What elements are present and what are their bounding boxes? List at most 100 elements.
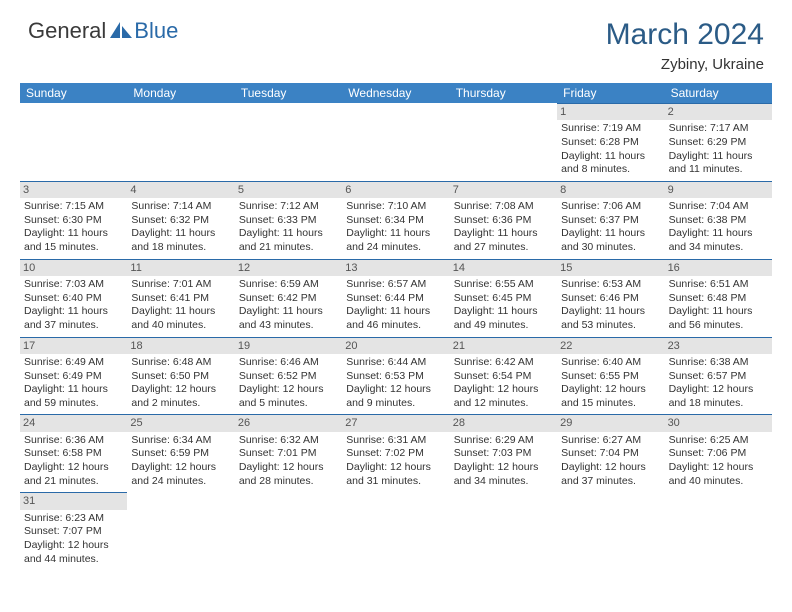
day-number: 24	[20, 415, 127, 431]
day-detail-line: Sunset: 7:03 PM	[454, 447, 553, 461]
day-detail-line: and 12 minutes.	[454, 397, 553, 411]
day-number: 16	[665, 260, 772, 276]
day-detail-line: Sunset: 6:49 PM	[24, 370, 123, 384]
day-number: 19	[235, 338, 342, 354]
day-detail-line: and 5 minutes.	[239, 397, 338, 411]
day-detail-line: and 46 minutes.	[346, 319, 445, 333]
calendar-blank-cell	[235, 103, 342, 181]
day-detail-line: Sunrise: 6:57 AM	[346, 278, 445, 292]
day-detail-line: and 30 minutes.	[561, 241, 660, 255]
day-detail-line: Sunset: 6:36 PM	[454, 214, 553, 228]
day-detail-line: Sunrise: 6:38 AM	[669, 356, 768, 370]
day-number: 1	[557, 104, 664, 120]
calendar-day-cell: 2Sunrise: 7:17 AMSunset: 6:29 PMDaylight…	[665, 103, 772, 181]
day-number: 21	[450, 338, 557, 354]
day-detail-line: Sunset: 6:45 PM	[454, 292, 553, 306]
day-detail-line: Daylight: 12 hours	[454, 383, 553, 397]
day-number: 7	[450, 182, 557, 198]
day-detail-line: and 15 minutes.	[561, 397, 660, 411]
day-detail-line: Sunset: 6:55 PM	[561, 370, 660, 384]
logo-text-blue: Blue	[134, 18, 178, 44]
day-detail-line: Sunrise: 6:23 AM	[24, 512, 123, 526]
day-detail-line: Sunset: 7:01 PM	[239, 447, 338, 461]
day-detail-line: and 56 minutes.	[669, 319, 768, 333]
weekday-header: Wednesday	[342, 83, 449, 103]
day-detail-line: and 40 minutes.	[131, 319, 230, 333]
day-number: 14	[450, 260, 557, 276]
calendar-day-cell: 24Sunrise: 6:36 AMSunset: 6:58 PMDayligh…	[20, 414, 127, 492]
page-header: General Blue March 2024 Zybiny, Ukraine	[0, 0, 792, 79]
calendar-day-cell: 19Sunrise: 6:46 AMSunset: 6:52 PMDayligh…	[235, 337, 342, 415]
day-detail-line: Sunrise: 6:27 AM	[561, 434, 660, 448]
day-detail-line: Sunrise: 6:46 AM	[239, 356, 338, 370]
day-number: 5	[235, 182, 342, 198]
day-detail-line: Sunrise: 7:19 AM	[561, 122, 660, 136]
calendar-day-cell: 3 Sunrise: 7:15 AMSunset: 6:30 PMDaylight…	[20, 181, 127, 259]
day-detail-line: Daylight: 12 hours	[561, 383, 660, 397]
day-detail-line: Sunrise: 7:01 AM	[131, 278, 230, 292]
day-detail-line: Sunset: 7:07 PM	[24, 525, 123, 539]
day-detail-line: Sunset: 6:33 PM	[239, 214, 338, 228]
day-detail-line: Sunset: 6:41 PM	[131, 292, 230, 306]
day-number: 29	[557, 415, 664, 431]
day-number: 13	[342, 260, 449, 276]
day-detail-line: Sunrise: 7:08 AM	[454, 200, 553, 214]
day-detail-line: Daylight: 11 hours	[346, 227, 445, 241]
day-detail-line: Daylight: 12 hours	[239, 461, 338, 475]
day-detail-line: Sunset: 6:29 PM	[669, 136, 768, 150]
day-detail-line: and 40 minutes.	[669, 475, 768, 489]
day-detail-line: and 18 minutes.	[669, 397, 768, 411]
day-detail-line: Sunset: 6:30 PM	[24, 214, 123, 228]
weekday-header: Tuesday	[235, 83, 342, 103]
calendar-day-cell: 28Sunrise: 6:29 AMSunset: 7:03 PMDayligh…	[450, 414, 557, 492]
day-detail-line: Sunset: 6:34 PM	[346, 214, 445, 228]
day-detail-line: and 34 minutes.	[454, 475, 553, 489]
day-number: 3	[20, 182, 127, 198]
day-detail-line: Sunset: 6:40 PM	[24, 292, 123, 306]
day-detail-line: Daylight: 11 hours	[24, 227, 123, 241]
calendar-blank-cell	[127, 103, 234, 181]
day-number: 6	[342, 182, 449, 198]
calendar-day-cell: 18Sunrise: 6:48 AMSunset: 6:50 PMDayligh…	[127, 337, 234, 415]
calendar-day-cell: 20Sunrise: 6:44 AMSunset: 6:53 PMDayligh…	[342, 337, 449, 415]
calendar-day-cell: 7Sunrise: 7:08 AMSunset: 6:36 PMDaylight…	[450, 181, 557, 259]
day-detail-line: Daylight: 12 hours	[131, 461, 230, 475]
day-detail-line: Sunrise: 6:48 AM	[131, 356, 230, 370]
day-detail-line: Sunrise: 7:17 AM	[669, 122, 768, 136]
calendar-day-cell: 26Sunrise: 6:32 AMSunset: 7:01 PMDayligh…	[235, 414, 342, 492]
day-detail-line: and 34 minutes.	[669, 241, 768, 255]
day-detail-line: and 8 minutes.	[561, 163, 660, 177]
day-number: 8	[557, 182, 664, 198]
day-detail-line: Sunset: 6:50 PM	[131, 370, 230, 384]
calendar-day-cell: 4Sunrise: 7:14 AMSunset: 6:32 PMDaylight…	[127, 181, 234, 259]
day-detail-line: Daylight: 12 hours	[24, 539, 123, 553]
day-detail-line: Daylight: 11 hours	[561, 305, 660, 319]
day-detail-line: Sunset: 6:48 PM	[669, 292, 768, 306]
day-detail-line: Sunrise: 7:04 AM	[669, 200, 768, 214]
day-detail-line: Daylight: 11 hours	[561, 150, 660, 164]
day-detail-line: Sunset: 6:53 PM	[346, 370, 445, 384]
calendar-day-cell: 29Sunrise: 6:27 AMSunset: 7:04 PMDayligh…	[557, 414, 664, 492]
day-number: 9	[665, 182, 772, 198]
calendar-day-cell: 9Sunrise: 7:04 AMSunset: 6:38 PMDaylight…	[665, 181, 772, 259]
day-detail-line: and 37 minutes.	[24, 319, 123, 333]
day-detail-line: and 37 minutes.	[561, 475, 660, 489]
day-detail-line: Sunset: 7:06 PM	[669, 447, 768, 461]
calendar-day-cell: 10Sunrise: 7:03 AMSunset: 6:40 PMDayligh…	[20, 259, 127, 337]
month-title: March 2024	[606, 18, 764, 52]
day-detail-line: and 2 minutes.	[131, 397, 230, 411]
day-detail-line: Sunrise: 7:15 AM	[24, 200, 123, 214]
weekday-header: Saturday	[665, 83, 772, 103]
day-detail-line: and 27 minutes.	[454, 241, 553, 255]
day-number: 11	[127, 260, 234, 276]
weekday-header: Monday	[127, 83, 234, 103]
calendar-day-cell: 13Sunrise: 6:57 AMSunset: 6:44 PMDayligh…	[342, 259, 449, 337]
calendar-day-cell: 27Sunrise: 6:31 AMSunset: 7:02 PMDayligh…	[342, 414, 449, 492]
day-detail-line: and 21 minutes.	[24, 475, 123, 489]
day-detail-line: Sunrise: 6:32 AM	[239, 434, 338, 448]
day-detail-line: Sunset: 6:44 PM	[346, 292, 445, 306]
calendar-day-cell: 22Sunrise: 6:40 AMSunset: 6:55 PMDayligh…	[557, 337, 664, 415]
day-detail-line: Daylight: 11 hours	[24, 383, 123, 397]
calendar-day-cell: 15Sunrise: 6:53 AMSunset: 6:46 PMDayligh…	[557, 259, 664, 337]
day-detail-line: and 44 minutes.	[24, 553, 123, 567]
